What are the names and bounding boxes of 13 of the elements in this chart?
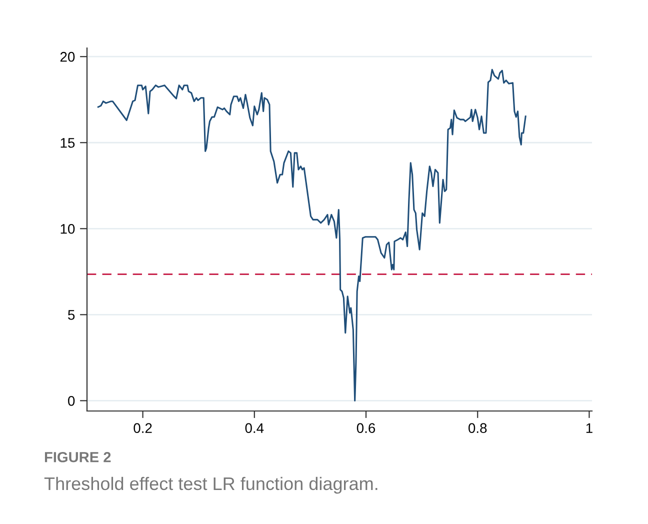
y-tick-label: 10 — [60, 224, 75, 234]
y-tick-label: 5 — [68, 310, 75, 320]
caption: FIGURE 2 — [44, 452, 111, 462]
x-tick-label: 0.4 — [245, 423, 264, 434]
y-tick-label: 20 — [60, 52, 75, 62]
x-tick-label: 1 — [586, 423, 592, 433]
x-tick-label: 0.2 — [134, 423, 152, 434]
y-tick-label: 0 — [68, 396, 75, 406]
x-tick-label: 0.8 — [468, 423, 487, 434]
y-tick-label: 15 — [60, 138, 75, 148]
text: Threshold effect test LR function diagram. — [44, 476, 378, 494]
x-tick-label: 0.6 — [356, 423, 376, 434]
line-series — [97, 68, 526, 402]
